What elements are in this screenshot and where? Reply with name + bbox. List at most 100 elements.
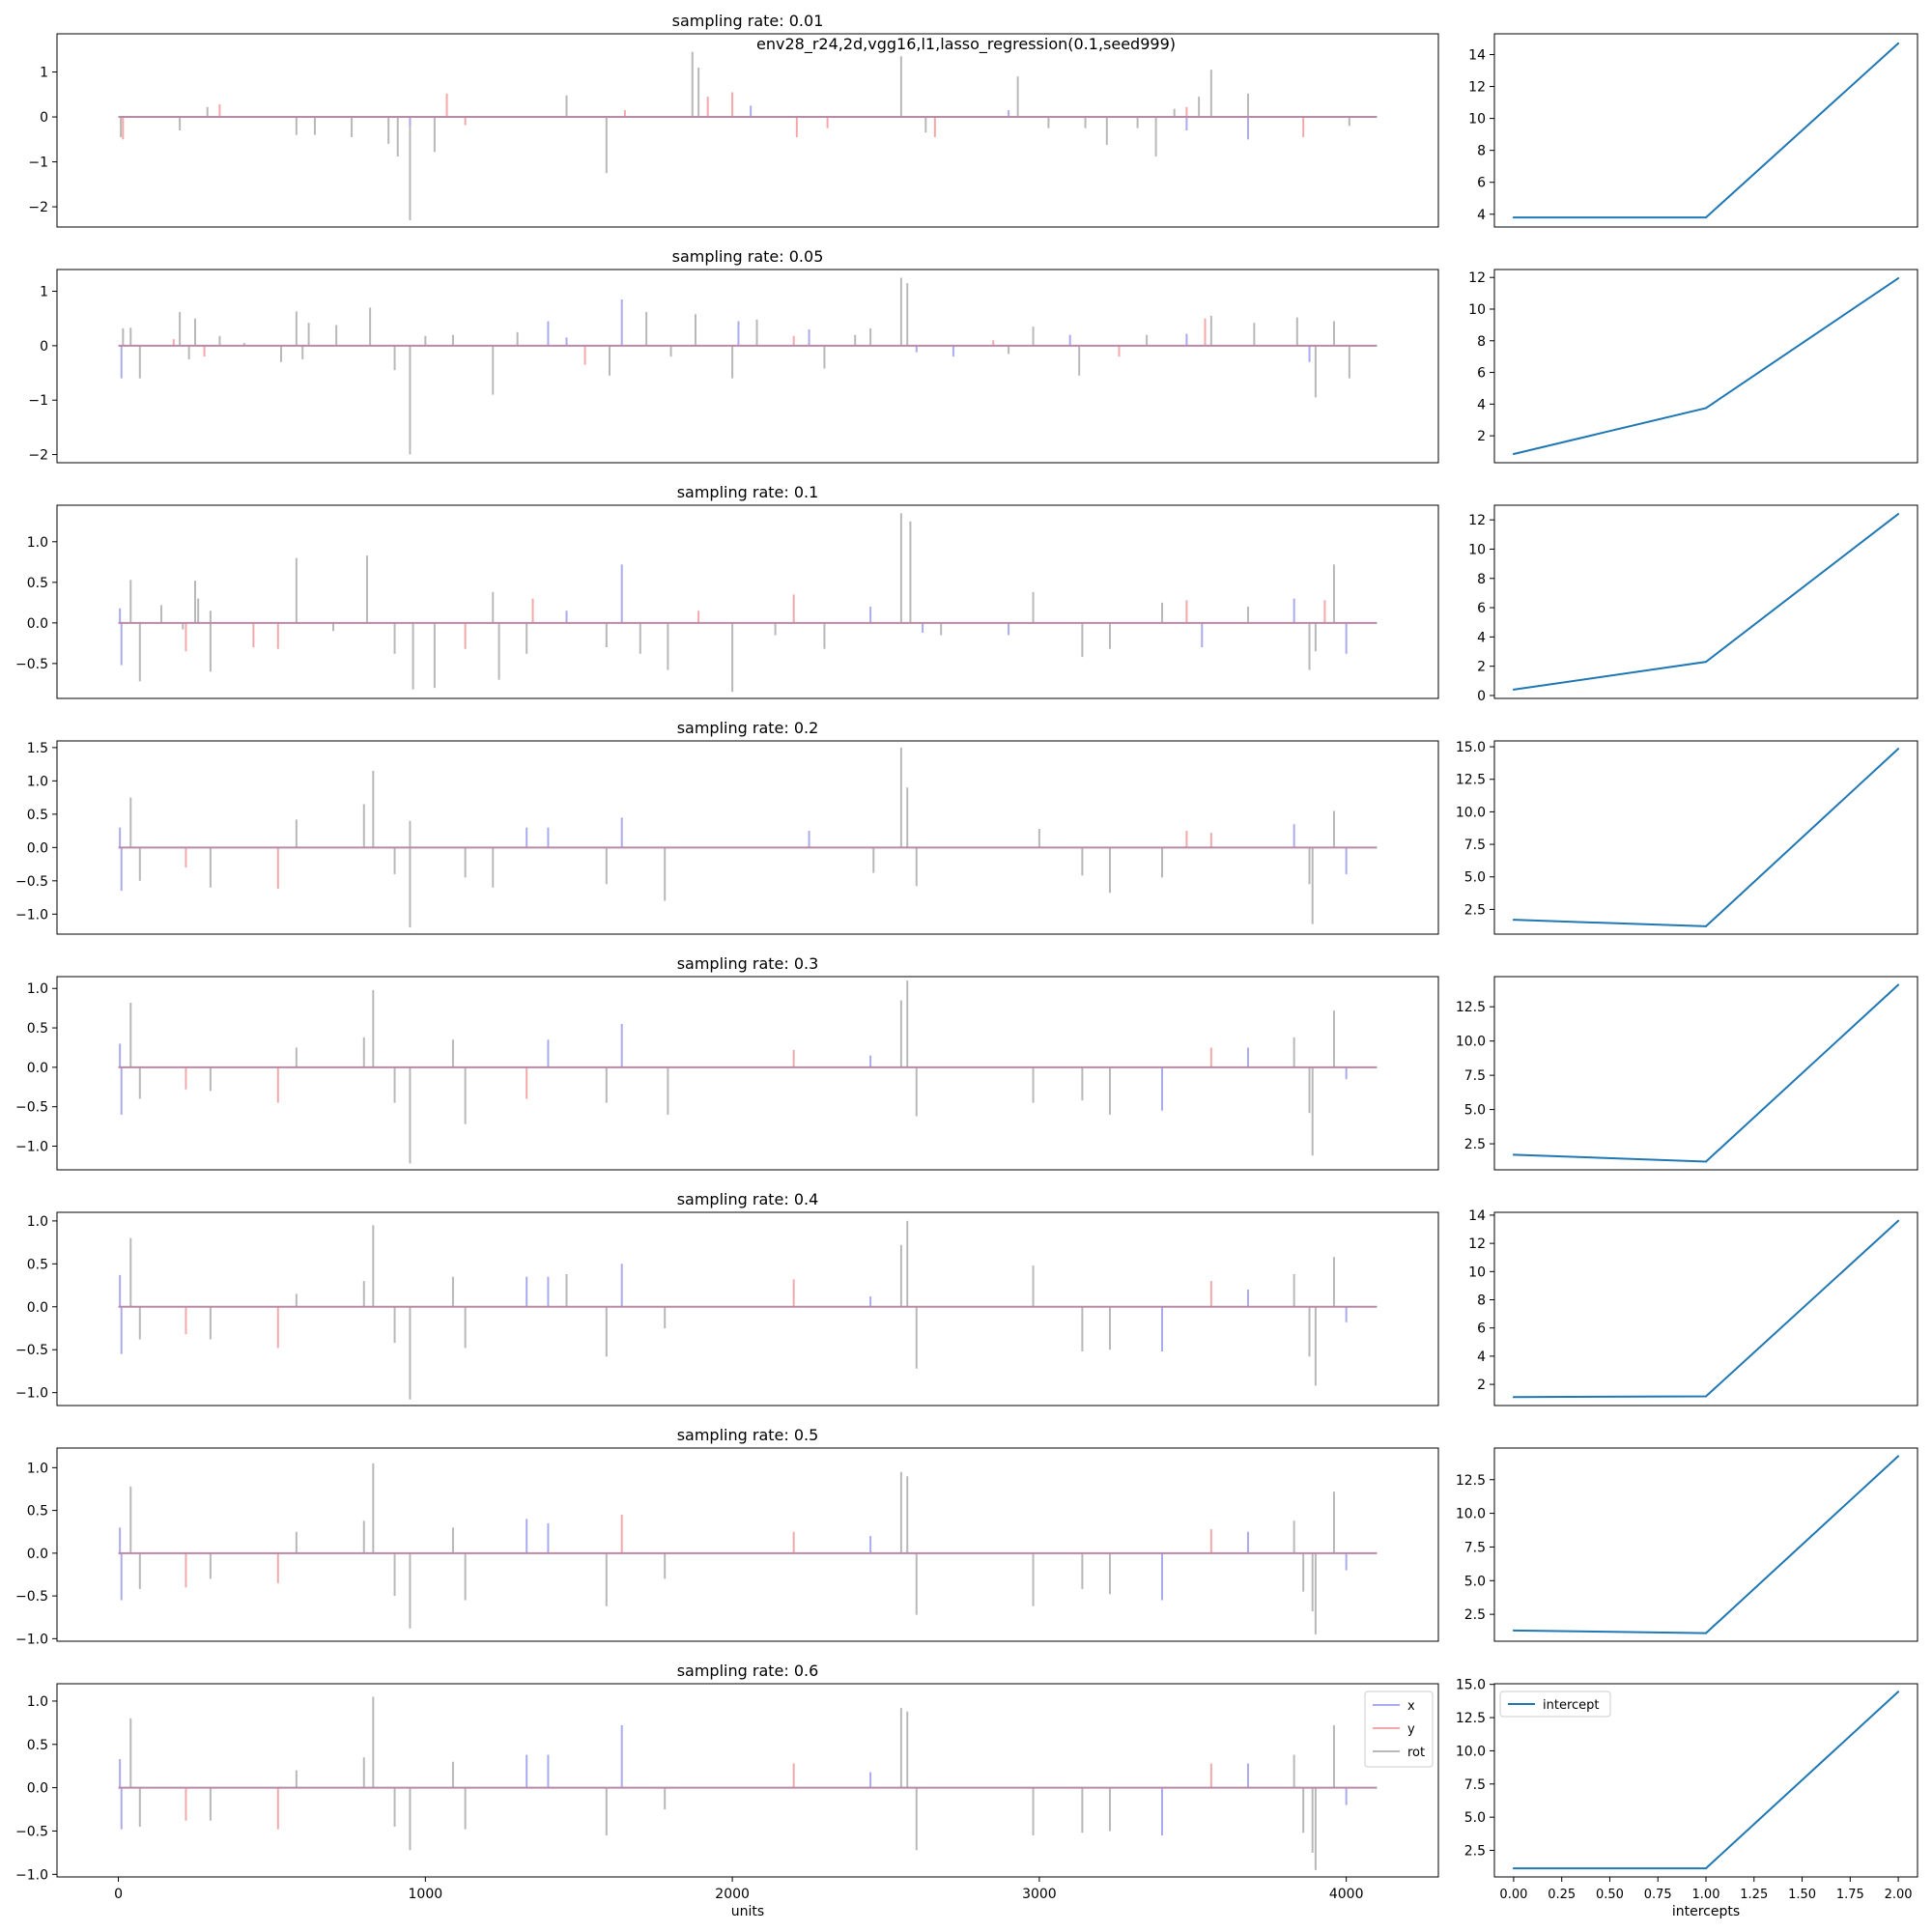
- x-tick-label: 2000: [715, 1887, 750, 1902]
- axes-frame: [1493, 269, 1918, 464]
- axes-frame: [1493, 33, 1918, 228]
- y-tick-label: 12.5: [1456, 773, 1486, 788]
- axes-frame: [56, 269, 1439, 464]
- intercept-point: [1897, 983, 1900, 986]
- intercept-point: [1897, 1455, 1900, 1458]
- weights-panel-5: sampling rate: 0.3 −1.0 −0.5 0.0 0.5 1.0: [15, 954, 1439, 1171]
- x-tick-label: 0.75: [1644, 1888, 1672, 1902]
- y-tick-label: 14: [1468, 1208, 1486, 1224]
- intercept-point: [1897, 1690, 1900, 1693]
- y-tick-label: 2: [1477, 429, 1486, 444]
- y-tick-label: −0.5: [15, 1343, 48, 1358]
- y-tick-label: 1.0: [27, 981, 48, 997]
- y-tick-label: 0.0: [27, 1547, 48, 1562]
- figure-title: env28_r24,2d,vgg16,l1,lasso_regression(0…: [756, 35, 1176, 54]
- legend: xy rot: [1364, 1690, 1434, 1768]
- y-tick-label: −1.0: [15, 1140, 48, 1155]
- y-tick-label: 8: [1477, 334, 1486, 350]
- intercept-point: [1512, 452, 1515, 455]
- intercept-panel-5: 2.5 5.0 7.5 10.0 12.5: [1456, 976, 1918, 1171]
- y-tick-label: 10: [1468, 302, 1486, 318]
- y-tick-label: 5.0: [1464, 1103, 1486, 1119]
- y-tick-label: 14: [1468, 47, 1486, 63]
- y-tick-label: 10: [1468, 1264, 1486, 1280]
- y-tick-label: 0.5: [27, 808, 48, 823]
- intercept-panel-3: 0 2 4 6 8 10 12: [1468, 504, 1918, 704]
- y-tick-label: 1: [40, 285, 48, 300]
- x-tick-label: 2.00: [1885, 1888, 1913, 1902]
- intercept-point: [1897, 42, 1900, 44]
- y-tick-label: 10.0: [1456, 805, 1486, 820]
- x-tick-label: 0.25: [1548, 1888, 1576, 1902]
- panel-title: sampling rate: 0.05: [672, 247, 824, 266]
- intercept-point: [1705, 924, 1707, 927]
- y-tick-label: 2: [1477, 1378, 1486, 1393]
- y-tick-label: −0.5: [15, 657, 48, 672]
- y-tick-label: 7.5: [1464, 1540, 1486, 1555]
- y-tick-label: 4: [1477, 208, 1486, 223]
- y-tick-label: 4: [1477, 1350, 1486, 1365]
- weights-panel-8: sampling rate: 0.6 −1.0 −0.5 0.0 0.5 1.0 0 1000…: [15, 1662, 1439, 1919]
- y-tick-label: 5.0: [1464, 1810, 1486, 1826]
- y-tick-label: 10.0: [1456, 1744, 1486, 1759]
- intercept-point: [1512, 1629, 1515, 1632]
- y-tick-label: 12: [1468, 1236, 1486, 1252]
- legend-label-x: x: [1407, 1699, 1415, 1714]
- y-tick-label: 2.5: [1464, 1137, 1486, 1152]
- y-tick-label: 1.5: [27, 741, 48, 756]
- y-tick-label: 2.5: [1464, 1844, 1486, 1860]
- x-axis-label: intercepts: [1672, 1904, 1740, 1919]
- intercept-panel-1: 4 6 8 10 12 14: [1468, 33, 1918, 228]
- y-tick-label: 10.0: [1456, 1035, 1486, 1050]
- y-tick-label: 12: [1468, 513, 1486, 528]
- y-tick-label: 6: [1477, 601, 1486, 616]
- y-tick-label: 7.5: [1464, 1068, 1486, 1084]
- axes-frame: [1493, 1211, 1918, 1406]
- panel-title: sampling rate: 0.2: [677, 719, 819, 737]
- y-tick-label: 1.0: [27, 1694, 48, 1710]
- y-tick-label: 6: [1477, 176, 1486, 191]
- intercept-point: [1897, 513, 1900, 516]
- y-tick-label: 0.5: [27, 1738, 48, 1753]
- y-tick-label: −1.0: [15, 1386, 48, 1402]
- intercept-point: [1897, 277, 1900, 280]
- intercept-panel-7: 2.5 5.0 7.5 10.0 12.5: [1456, 1447, 1918, 1642]
- panel-title: sampling rate: 0.1: [677, 483, 819, 501]
- intercept-point: [1705, 1867, 1707, 1870]
- y-tick-label: −1: [28, 156, 48, 171]
- y-tick-label: 8: [1477, 144, 1486, 159]
- y-tick-label: 0.0: [27, 1061, 48, 1076]
- y-tick-label: −1.0: [15, 907, 48, 923]
- x-tick-label: 1.75: [1836, 1888, 1864, 1902]
- x-tick-label: 1000: [409, 1887, 443, 1902]
- y-tick-label: 1: [40, 66, 48, 81]
- weights-panel-6: sampling rate: 0.4 −1.0 −0.5 0.0 0.5 1.0: [15, 1190, 1439, 1406]
- y-tick-label: 1.0: [27, 1214, 48, 1230]
- x-tick-label: 0: [114, 1887, 123, 1902]
- y-tick-label: 15.0: [1456, 740, 1486, 755]
- y-tick-label: −1: [28, 393, 48, 409]
- weights-panel-1: sampling rate: 0.01 −2 −1 0 1: [28, 12, 1439, 228]
- y-tick-label: −2: [28, 448, 48, 464]
- axes-frame: [56, 1683, 1439, 1878]
- y-tick-label: 0.5: [27, 1257, 48, 1272]
- intercept-point: [1705, 407, 1707, 410]
- y-tick-label: 0: [40, 339, 48, 355]
- y-tick-label: 7.5: [1464, 838, 1486, 853]
- y-tick-label: −0.5: [15, 1824, 48, 1839]
- legend-box: [1499, 1690, 1611, 1718]
- legend-label-intercept: intercept: [1543, 1698, 1600, 1713]
- y-tick-label: −1.0: [15, 1632, 48, 1647]
- x-tick-label: 1.50: [1788, 1888, 1816, 1902]
- y-tick-label: 15.0: [1456, 1678, 1486, 1693]
- y-tick-label: 6: [1477, 1321, 1486, 1337]
- weights-panel-2: sampling rate: 0.05 −2 −1 0 1: [28, 247, 1439, 464]
- intercept-point: [1512, 919, 1515, 922]
- y-tick-label: 8: [1477, 572, 1486, 587]
- intercept-point: [1705, 1632, 1707, 1634]
- axes-frame: [56, 33, 1439, 228]
- x-axis-label: units: [731, 1904, 764, 1919]
- y-tick-label: 6: [1477, 366, 1486, 382]
- legend-label-rot: rot: [1407, 1746, 1425, 1760]
- x-tick-label: 1.25: [1740, 1888, 1768, 1902]
